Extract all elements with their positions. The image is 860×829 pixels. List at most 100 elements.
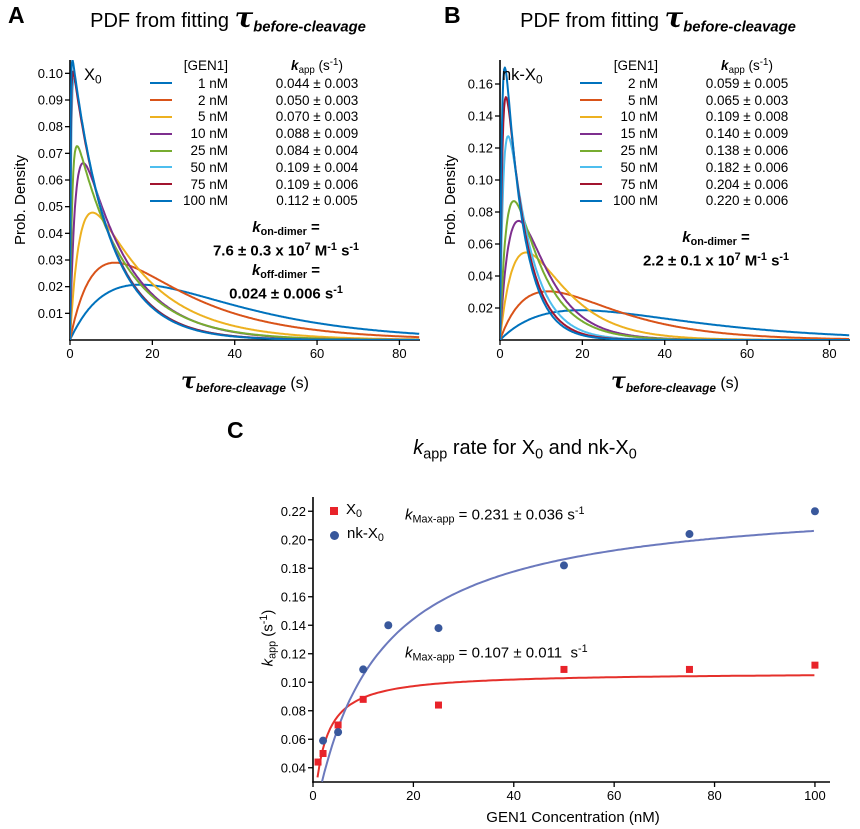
data-point-nk-X0 bbox=[319, 736, 328, 745]
legend-header-kapp: kapp (s-1) bbox=[238, 57, 396, 76]
text-run: k bbox=[405, 644, 413, 662]
text-run: τ bbox=[234, 1, 254, 34]
series-line-swatch bbox=[580, 199, 602, 202]
text-run: -1 bbox=[759, 57, 769, 68]
text-run: off-dimer bbox=[260, 269, 308, 282]
panel-a: A PDF from fitting τbefore-cleavage Prob… bbox=[0, 0, 430, 412]
x-tick-label: 60 bbox=[607, 788, 621, 803]
x-tick-label: 20 bbox=[406, 788, 420, 803]
legend-concentration: 2 nM bbox=[627, 75, 658, 91]
x-tick-label: 60 bbox=[740, 346, 754, 361]
legend-concentration: 2 nM bbox=[197, 92, 228, 108]
series-line-swatch bbox=[580, 149, 602, 152]
y-tick-label: 0.18 bbox=[281, 561, 306, 576]
pdf-curves bbox=[70, 60, 420, 340]
data-point-X0 bbox=[359, 695, 367, 703]
x-tick-label: 40 bbox=[657, 346, 671, 361]
data-point-nk-X0 bbox=[559, 561, 568, 570]
panel-c-legend: X0 nk-X0 bbox=[330, 499, 384, 547]
text-run: on-dimer bbox=[260, 226, 307, 239]
legend-kapp-value: 0.112 ± 0.005 bbox=[276, 193, 358, 209]
text-run: Max-app bbox=[412, 513, 455, 526]
x-tick-label: 20 bbox=[575, 346, 589, 361]
legend-row-25nM: 25 nM 0.138 ± 0.006 bbox=[580, 142, 852, 159]
scatter-content bbox=[314, 507, 819, 782]
legend-concentration: 75 nM bbox=[190, 176, 228, 192]
panel-a-title: PDF from fitting τbefore-cleavage bbox=[30, 4, 426, 36]
text-run: -1 bbox=[349, 240, 360, 253]
panel-b-title: PDF from fitting τbefore-cleavage bbox=[460, 4, 856, 36]
data-point-X0 bbox=[685, 665, 693, 673]
data-point-nk-X0 bbox=[359, 665, 368, 674]
axes: 0 20 40 60 80 100 0.04 0.06 0.08 0.10 0.12 0.14 0.16… bbox=[281, 497, 830, 803]
panel-b-condition-label: nk-X0 bbox=[502, 66, 543, 87]
y-tick-label: 0.06 bbox=[468, 237, 493, 252]
series-line-swatch bbox=[580, 132, 602, 135]
text-run: ) bbox=[768, 57, 773, 73]
text-run: (s) bbox=[285, 375, 310, 392]
text-run: k bbox=[721, 57, 729, 73]
text-run: -1 bbox=[577, 643, 588, 655]
panel-a-plot: 0 20 40 60 80 0.01 0.02 0.03 0.04 0.05 0.06 0.07 0.0… bbox=[38, 60, 420, 361]
series-line-swatch bbox=[580, 115, 602, 118]
legend-row-25nM: 25 nM 0.084 ± 0.004 bbox=[150, 142, 422, 159]
series-line-swatch bbox=[150, 115, 172, 118]
legend-row-100nM: 100 nM 0.220 ± 0.006 bbox=[580, 193, 852, 210]
y-tick-label: 0.06 bbox=[281, 732, 306, 747]
data-point-X0 bbox=[811, 661, 819, 669]
text-run: -1 bbox=[757, 250, 767, 263]
y-tick-label: 0.03 bbox=[38, 253, 63, 268]
x-tick-label: 40 bbox=[507, 788, 521, 803]
legend-kapp-value: 0.220 ± 0.006 bbox=[705, 193, 789, 209]
pdf-curve-100nM bbox=[500, 66, 850, 340]
y-tick-label: 0.07 bbox=[38, 146, 63, 161]
text-run: PDF from fitting bbox=[520, 10, 665, 32]
legend-row-2nM: 2 nM 0.059 ± 0.005 bbox=[580, 75, 852, 92]
series-line-swatch bbox=[150, 132, 172, 135]
text-run: app bbox=[423, 446, 448, 463]
text-run: -1 bbox=[779, 250, 790, 263]
y-tick-label: 0.08 bbox=[38, 119, 63, 134]
data-point-X0 bbox=[314, 758, 322, 766]
data-point-nk-X0 bbox=[384, 621, 393, 630]
text-run: = 0.107 ± 0.011 s bbox=[454, 644, 578, 662]
x-tick-label: 100 bbox=[804, 788, 826, 803]
text-run: (s) bbox=[715, 375, 740, 392]
legend-row-10nM: 10 nM 0.088 ± 0.009 bbox=[150, 125, 422, 142]
text-run: app bbox=[728, 64, 745, 76]
legend-row-10nM: 10 nM 0.109 ± 0.008 bbox=[580, 109, 852, 126]
legend-kapp-value: 0.182 ± 0.006 bbox=[705, 159, 789, 175]
y-tick-label: 0.10 bbox=[468, 173, 493, 188]
legend-concentration: 5 nM bbox=[627, 92, 658, 108]
legend-row-x0: X0 bbox=[330, 499, 384, 523]
legend-kapp-value: 0.084 ± 0.004 bbox=[275, 143, 359, 159]
text-run: τ bbox=[180, 368, 196, 394]
y-tick-label: 0.04 bbox=[468, 269, 493, 284]
text-run: s bbox=[766, 252, 780, 270]
y-tick-label: 0.02 bbox=[468, 301, 493, 316]
x-tick-label: 0 bbox=[66, 346, 73, 361]
panel-a-x-label: τbefore-cleavage (s) bbox=[70, 370, 420, 395]
fit-constant-value: 7.6 ± 0.3 x 107 M-1 s-1 bbox=[150, 240, 422, 261]
text-run: 0.024 ± 0.006 s bbox=[229, 285, 334, 303]
panel-a-condition-label: X0 bbox=[84, 66, 102, 87]
legend-kapp-value: 0.138 ± 0.006 bbox=[705, 143, 789, 159]
text-run: k bbox=[405, 506, 413, 524]
y-tick-label: 0.06 bbox=[38, 173, 63, 188]
text-run: 0 bbox=[535, 446, 544, 463]
text-run: -1 bbox=[329, 57, 339, 68]
legend-concentration: 10 nM bbox=[620, 109, 658, 125]
legend-concentration: 1 nM bbox=[197, 75, 228, 91]
panel-c: C kapp rate for X0 and nk-X0 kapp (s-1) … bbox=[205, 415, 860, 829]
x-tick-label: 40 bbox=[227, 346, 241, 361]
text-run: rate for X bbox=[447, 437, 536, 459]
pdf-curve-5nM bbox=[500, 290, 850, 340]
y-tick-label: 0.22 bbox=[281, 504, 306, 519]
legend-kapp-value: 0.065 ± 0.003 bbox=[705, 92, 789, 108]
fit-constant-name: kon-dimer = bbox=[580, 228, 852, 250]
pdf-curve-1nM bbox=[70, 283, 420, 340]
text-run: k bbox=[251, 262, 261, 280]
y-tick-label: 0.04 bbox=[281, 760, 306, 775]
panel-c-x-label: GEN1 Concentration (nM) bbox=[486, 809, 660, 826]
